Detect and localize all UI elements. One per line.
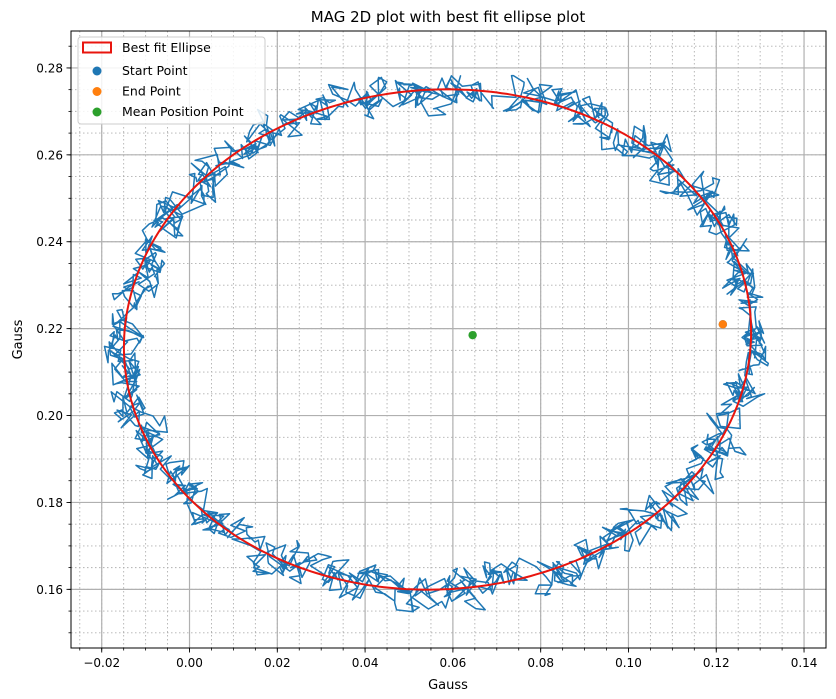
y-tick-label: 0.28 (36, 61, 63, 75)
x-tick-label: 0.14 (791, 656, 818, 670)
y-tick-label: 0.18 (36, 496, 63, 510)
chart-title: MAG 2D plot with best fit ellipse plot (311, 8, 586, 26)
y-axis-label: Gauss (11, 319, 26, 359)
x-axis-label: Gauss (428, 678, 468, 693)
y-tick-label: 0.26 (36, 148, 63, 162)
legend-mean-marker (93, 108, 102, 117)
y-tick-label: 0.16 (36, 583, 63, 597)
legend-label-end: End Point (122, 84, 181, 99)
x-tick-label: 0.08 (527, 656, 554, 670)
y-tick-label: 0.22 (36, 322, 63, 336)
x-tick-label: 0.00 (176, 656, 203, 670)
x-tick-label: 0.10 (615, 656, 642, 670)
legend-end-marker (93, 87, 102, 96)
legend-label-ellipse: Best fit Ellipse (122, 40, 211, 55)
legend-start-marker (93, 67, 102, 76)
x-tick-label: −0.02 (83, 656, 120, 670)
mean-position-point-marker (468, 331, 476, 339)
end-point-marker (719, 320, 727, 328)
legend-label-mean: Mean Position Point (122, 104, 244, 119)
x-tick-label: 0.12 (703, 656, 730, 670)
y-tick-label: 0.20 (36, 409, 63, 423)
legend-label-start: Start Point (122, 63, 188, 78)
legend: Best fit Ellipse Start Point End Point M… (78, 37, 265, 124)
x-tick-label: 0.02 (264, 656, 291, 670)
y-tick-label: 0.24 (36, 235, 63, 249)
x-tick-label: 0.04 (352, 656, 379, 670)
x-tick-label: 0.06 (440, 656, 467, 670)
